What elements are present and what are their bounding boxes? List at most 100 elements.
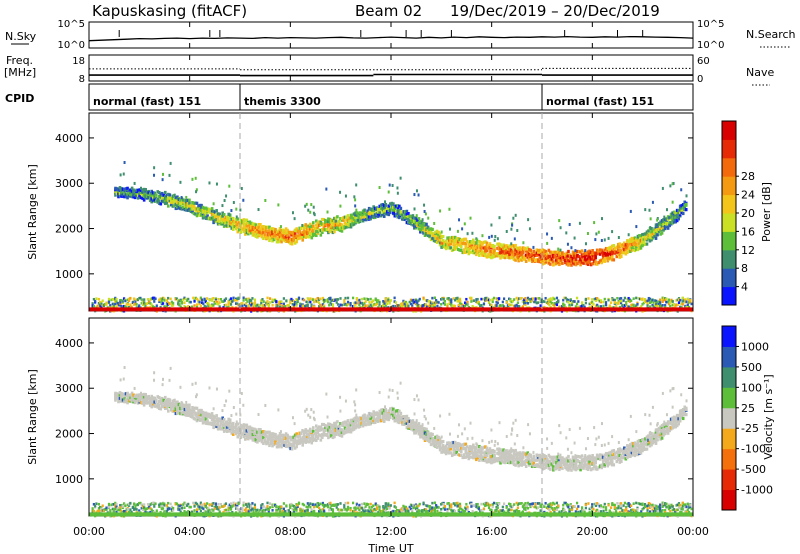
power-near-range-cell	[657, 300, 660, 303]
velocity-echo-cell	[156, 402, 160, 407]
power-near-range-cell	[387, 298, 390, 302]
power-near-range-cell	[349, 301, 352, 305]
power-echo-cell	[674, 213, 677, 217]
velocity-echo-cell	[298, 434, 301, 438]
power-echo-cell	[351, 216, 354, 220]
velocity-echo-cell	[438, 446, 442, 450]
velocity-echo-cell	[165, 398, 169, 403]
power-echo-cell	[539, 249, 543, 253]
velocity-echo-cell	[425, 432, 428, 436]
power-near-range-cell	[664, 298, 667, 302]
velocity-echo-cell	[126, 401, 129, 405]
power-echo-cell	[600, 261, 603, 265]
power-near-range-cell	[506, 304, 509, 307]
power-near-range-cell	[343, 303, 346, 307]
power-echo-cell	[462, 241, 466, 245]
power-echo-cell	[425, 222, 428, 226]
power-near-range-cell	[426, 305, 429, 309]
power-near-range-cell	[135, 303, 138, 306]
velocity-echo-cell	[435, 436, 439, 441]
power-near-range-cell	[450, 303, 453, 307]
power-echo-cell	[589, 250, 593, 255]
power-colorbar-tick-label: 12	[741, 244, 755, 257]
velocity-echo-cell	[263, 439, 267, 444]
power-near-range-cell	[435, 299, 438, 302]
power-echo-cell	[361, 219, 365, 223]
power-near-range-cell	[409, 302, 413, 306]
power-echo-cell	[133, 195, 137, 200]
power-echo-cell	[292, 239, 295, 243]
velocity-echo-cell	[200, 410, 203, 414]
power-echo-cell	[384, 209, 388, 213]
power-near-range-cell	[323, 304, 326, 308]
power-scatter-cell	[440, 230, 443, 234]
power-echo-cell	[610, 244, 614, 248]
power-near-range-cell	[594, 299, 598, 302]
power-echo-cell	[472, 240, 475, 244]
velocity-echo-cell	[325, 433, 329, 437]
power-echo-cell	[478, 245, 481, 249]
velocity-echo-cell	[331, 425, 335, 429]
power-near-range-cell	[510, 303, 513, 307]
power-scatter-cell	[312, 205, 315, 209]
power-near-range-cell	[328, 303, 331, 307]
power-echo-cell	[247, 229, 250, 234]
power-echo-cell	[613, 250, 617, 254]
power-echo-cell	[618, 252, 622, 257]
power-echo-cell	[290, 237, 294, 241]
velocity-echo-cell	[201, 421, 205, 425]
velocity-echo-cell	[277, 434, 280, 438]
power-scatter-cell	[573, 236, 576, 240]
power-echo-cell	[308, 227, 312, 231]
velocity-echo-cell	[194, 411, 197, 415]
power-near-range-cell	[360, 297, 363, 301]
power-echo-cell	[644, 237, 647, 241]
power-echo-cell	[675, 208, 679, 213]
power-echo-cell	[311, 233, 315, 238]
velocity-echo-cell	[210, 414, 214, 418]
power-echo-cell	[589, 257, 593, 261]
power-echo-cell	[390, 201, 394, 205]
power-echo-cell	[503, 253, 507, 258]
velocity-echo-cell	[179, 406, 182, 411]
power-echo-cell	[612, 243, 616, 248]
power-echo-cell	[153, 198, 157, 202]
power-echo-cell	[663, 226, 667, 231]
velocity-echo-cell	[274, 441, 277, 445]
power-near-range-cell	[365, 298, 369, 302]
power-echo-cell	[366, 215, 369, 220]
velocity-echo-cell	[364, 423, 368, 427]
velocity-echo-cell	[321, 422, 324, 427]
power-echo-cell	[342, 216, 345, 220]
power-near-range-cell	[452, 297, 455, 300]
power-near-range-cell	[620, 297, 623, 300]
velocity-echo-cell	[349, 428, 353, 432]
velocity-echo-cell	[165, 406, 169, 410]
power-near-range-cell	[382, 299, 385, 303]
power-near-range-cell	[466, 300, 469, 304]
power-near-range-cell	[470, 297, 473, 301]
power-echo-cell	[336, 222, 339, 226]
power-near-range-cell	[596, 303, 599, 307]
power-echo-cell	[484, 254, 487, 258]
power-near-range-cell	[300, 303, 303, 307]
power-near-range-cell	[623, 296, 626, 300]
power-echo-cell	[681, 206, 685, 210]
velocity-echo-cell	[289, 446, 292, 451]
power-near-range-cell	[484, 298, 487, 302]
velocity-echo-cell	[293, 446, 297, 450]
power-echo-cell	[612, 247, 616, 251]
power-scatter-cell	[301, 223, 304, 227]
power-scatter-cell	[514, 213, 517, 217]
power-echo-cell	[160, 193, 164, 197]
velocity-echo-cell	[183, 409, 187, 413]
velocity-echo-cell	[390, 406, 394, 410]
power-echo-cell	[456, 247, 460, 252]
velocity-echo-cell	[361, 424, 365, 428]
power-echo-cell	[151, 193, 155, 197]
power-echo-cell	[503, 244, 507, 248]
velocity-echo-cell	[127, 393, 131, 397]
velocity-echo-cell	[263, 430, 267, 434]
power-scatter-cell	[603, 238, 606, 242]
power-echo-cell	[230, 222, 234, 227]
